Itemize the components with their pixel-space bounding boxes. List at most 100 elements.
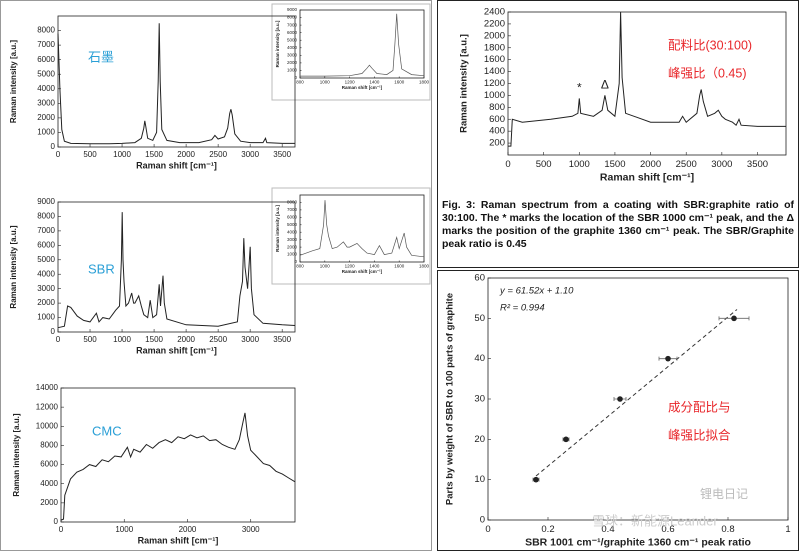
x-axis-label: Raman shift [cm⁻¹]: [136, 346, 217, 356]
x-tick-label: 0: [485, 524, 490, 535]
y-tick-label: 400: [489, 126, 505, 137]
y-tick-label: 600: [489, 114, 505, 125]
x-tick-label: 1500: [604, 159, 625, 170]
x-tick-label: 1000: [113, 150, 131, 159]
y-tick-label: 1800: [484, 42, 505, 53]
x-tick-label: 2000: [640, 159, 661, 170]
x-tick-label: 2500: [676, 159, 697, 170]
y-tick-label: 7000: [37, 40, 55, 49]
y-tick-label: 10: [474, 474, 485, 485]
y-tick-label: 6000: [287, 215, 298, 220]
y-tick-label: 0: [54, 517, 59, 526]
fit-line: [535, 309, 738, 477]
y-tick-label: 8000: [287, 15, 298, 20]
spectrum-line: [299, 200, 425, 258]
y-tick-label: 5000: [37, 69, 55, 78]
data-point: [731, 315, 737, 322]
spectrum-line: [300, 13, 425, 77]
spectrum-line: [57, 23, 295, 145]
x-tick-label: 800: [296, 264, 304, 269]
y-tick-label: 6000: [37, 240, 55, 249]
y-tick-label: 1000: [484, 90, 505, 101]
x-tick-label: 3000: [711, 159, 732, 170]
data-point: [617, 396, 623, 402]
y-tick-label: 4000: [287, 45, 298, 50]
x-tick-label: 500: [536, 159, 552, 170]
x-tick-label: 0.6: [661, 524, 674, 535]
spectrum-line: [57, 212, 296, 329]
top-right-panel: [437, 0, 799, 268]
y-axis-label: Parts by weight of SBR to 100 parts of g…: [445, 293, 456, 505]
bottom-right-panel: [437, 270, 799, 551]
inset-box: [271, 187, 431, 285]
annotation: 峰强比拟合: [668, 427, 731, 442]
x-axis-label: Raman shift [cm⁻¹]: [136, 161, 217, 171]
y-tick-label: 2200: [484, 18, 505, 29]
peak-marker: Δ: [601, 78, 609, 92]
y-tick-label: 1000: [287, 252, 298, 257]
y-tick-label: 1400: [484, 66, 505, 77]
plot-frame: [487, 277, 789, 521]
y-tick-label: 7000: [287, 22, 298, 27]
inset-box: [271, 3, 431, 101]
y-tick-label: 200: [489, 138, 505, 149]
annotation: 配料比(30:100): [668, 38, 752, 52]
y-tick-label: 60: [474, 273, 485, 284]
x-tick-label: 1500: [145, 335, 163, 344]
data-point: [665, 355, 671, 362]
x-tick-label: 1: [785, 524, 790, 535]
y-axis-label: Raman intensity [a.u.]: [9, 40, 18, 123]
x-tick-label: 1500: [145, 150, 163, 159]
y-tick-label: 4000: [37, 84, 55, 93]
y-tick-label: 8000: [37, 26, 55, 35]
plot-frame: [299, 9, 425, 79]
y-tick-label: 5000: [287, 37, 298, 42]
x-tick-label: 1000: [569, 159, 590, 170]
x-tick-label: 1000: [115, 525, 133, 534]
x-tick-label: 1000: [320, 264, 331, 269]
x-tick-label: 3000: [241, 150, 259, 159]
x-tick-label: 500: [83, 150, 97, 159]
y-axis-label: Raman intensity [a.u.]: [459, 34, 470, 133]
x-tick-label: 2500: [209, 335, 227, 344]
y-tick-label: 30: [474, 394, 485, 405]
plot-frame: [299, 194, 425, 263]
x-tick-label: 1400: [369, 264, 380, 269]
y-tick-label: 1600: [484, 54, 505, 65]
x-tick-label: 0: [505, 159, 510, 170]
x-tick-label: 3500: [747, 159, 768, 170]
y-axis-label: Raman intensity [a.u.]: [275, 20, 280, 67]
y-axis-label: Raman intensity [a.u.]: [275, 205, 280, 252]
x-axis-label: Raman shift [cm⁻¹]: [342, 269, 383, 274]
x-tick-label: 2500: [209, 150, 227, 159]
spectrum-label: SBR: [88, 261, 115, 276]
y-tick-label: 6000: [37, 55, 55, 64]
spectrum-line: [60, 412, 296, 521]
x-tick-label: 0: [59, 525, 64, 534]
x-tick-label: 3000: [242, 525, 260, 534]
y-tick-label: 5000: [37, 255, 55, 264]
y-tick-label: 7000: [37, 226, 55, 235]
x-tick-label: 1800: [419, 80, 430, 85]
y-tick-label: 8000: [287, 200, 298, 205]
y-axis-label: Raman intensity [a.u.]: [12, 413, 21, 496]
x-tick-label: 1600: [394, 264, 405, 269]
annotation: 峰强比（0.45): [668, 66, 747, 80]
x-tick-label: 800: [296, 80, 304, 85]
y-tick-label: 12000: [36, 402, 59, 411]
y-tick-label: 20: [474, 434, 485, 445]
x-tick-label: 1400: [369, 80, 380, 85]
plot-frame: [57, 15, 296, 148]
y-tick-label: 3000: [37, 284, 55, 293]
y-tick-label: 4000: [40, 479, 58, 488]
x-tick-label: 2000: [177, 335, 195, 344]
y-tick-label: 8000: [37, 212, 55, 221]
y-tick-label: 14000: [36, 383, 59, 392]
x-tick-label: 500: [83, 335, 97, 344]
x-axis-label: Raman shift [cm⁻¹]: [138, 536, 219, 546]
x-tick-label: 3500: [273, 335, 291, 344]
x-tick-label: 3500: [273, 150, 291, 159]
y-tick-label: 40: [474, 353, 485, 364]
y-tick-label: 6000: [40, 460, 58, 469]
